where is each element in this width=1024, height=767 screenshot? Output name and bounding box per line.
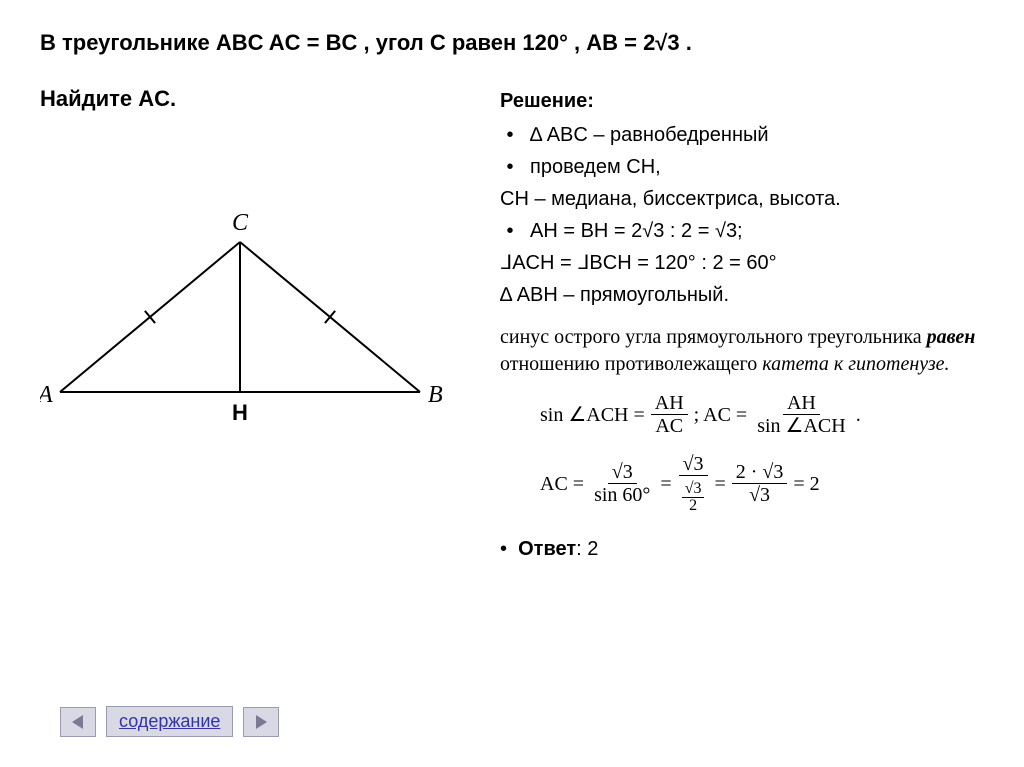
svg-text:C: C xyxy=(232,210,249,236)
svg-text:H: H xyxy=(232,400,248,425)
frac-num: AH xyxy=(783,392,820,415)
eq2: = xyxy=(714,469,725,499)
toc-link[interactable]: содержание xyxy=(106,706,233,737)
fraction-ah-ac: AH AC xyxy=(651,392,688,437)
frac-num: 2 · √3 xyxy=(732,461,788,484)
formula-ac-calc: AC = √3 sin 60° = √3 √3 2 = 2 · √3 √3 xyxy=(540,453,984,514)
frac-den: sin ∠ACH xyxy=(753,415,850,437)
svg-text:B: B xyxy=(428,382,443,408)
solution-line: • проведем CH, xyxy=(500,152,984,182)
formula-mid: ; AC = xyxy=(694,400,748,430)
ac-lead: AC = xyxy=(540,469,584,499)
solution-title: Решение: xyxy=(500,86,984,116)
answer-value: : 2 xyxy=(576,538,598,560)
answer-bullet: • xyxy=(500,538,518,560)
triangle-diagram: A B C H xyxy=(40,202,450,452)
fraction-ah-sin: AH sin ∠ACH xyxy=(753,392,850,437)
sine-rule-text: синус острого угла прямоугольного треуго… xyxy=(500,324,984,378)
solution-line: ᒧACH = ᒧBCH = 120° : 2 = 60° xyxy=(500,248,984,278)
solution-line: ∆ ABH – прямоугольный. xyxy=(500,280,984,310)
sin-label: sin ∠ACH = xyxy=(540,400,645,430)
svg-text:A: A xyxy=(40,382,53,408)
solution-line-text: ∆ ABH – прямоугольный. xyxy=(500,284,729,306)
formula-sin-ach: sin ∠ACH = AH AC ; AC = AH sin ∠ACH . xyxy=(540,392,984,437)
eq1: = xyxy=(660,469,671,499)
eq3: = 2 xyxy=(793,469,819,499)
answer-line: • Ответ: 2 xyxy=(500,534,984,564)
find-instruction: Найдите AC. xyxy=(40,86,460,112)
left-column: Найдите AC. A B C H xyxy=(40,86,460,564)
solution-line-text: ∆ ABC – равнобедренный xyxy=(530,120,769,150)
frac-step1: √3 sin 60° xyxy=(590,461,654,506)
bullet-icon: • xyxy=(500,120,520,150)
bullet-icon: • xyxy=(500,216,520,246)
solution-line: CH – медиана, биссектриса, высота. xyxy=(500,184,984,214)
rule-bold: равен xyxy=(927,326,976,348)
frac-den-nested: √3 2 xyxy=(678,476,709,514)
frac-num: √3 xyxy=(608,461,637,484)
rule-part1: синус острого угла прямоугольного треуго… xyxy=(500,326,927,348)
rule-italic: катета к гипотенузе. xyxy=(762,353,949,375)
arrow-right-icon xyxy=(252,713,270,731)
frac-den: AC xyxy=(651,415,687,437)
arrow-left-icon xyxy=(69,713,87,731)
frac-den: sin 60° xyxy=(590,484,654,506)
solution-line: • AH = BH = 2√3 : 2 = √3; xyxy=(500,216,984,246)
navigation-bar: содержание xyxy=(60,706,279,737)
frac-num: AH xyxy=(651,392,688,415)
solution-line-text: AH = BH = 2√3 : 2 = √3; xyxy=(530,216,743,246)
solution-line-text: CH – медиана, биссектриса, высота. xyxy=(500,188,841,210)
prev-button[interactable] xyxy=(60,707,96,737)
solution-column: Решение: • ∆ ABC – равнобедренный • проведе… xyxy=(500,86,984,564)
frac-num: √3 xyxy=(679,453,708,476)
formula-end: . xyxy=(856,400,861,430)
nested-den: 2 xyxy=(686,498,700,514)
solution-line: • ∆ ABC – равнобедренный xyxy=(500,120,984,150)
rule-part2: отношению противолежащего xyxy=(500,353,762,375)
solution-line-text: ᒧACH = ᒧBCH = 120° : 2 = 60° xyxy=(500,252,777,274)
answer-label: Ответ xyxy=(518,538,576,560)
main-content: Найдите AC. A B C H Решение: • ∆ ABC – равно… xyxy=(40,86,984,564)
problem-statement: В треугольнике ABC AC = BC , угол C раве… xyxy=(40,30,984,56)
frac-den: √3 xyxy=(745,484,774,506)
bullet-icon: • xyxy=(500,152,520,182)
solution-line-text: проведем CH, xyxy=(530,152,661,182)
frac-step3: 2 · √3 √3 xyxy=(732,461,788,506)
nested-num: √3 xyxy=(682,481,705,498)
next-button[interactable] xyxy=(243,707,279,737)
frac-step2: √3 √3 2 xyxy=(678,453,709,514)
solution-steps: • ∆ ABC – равнобедренный • проведем CH, CH –… xyxy=(500,120,984,310)
